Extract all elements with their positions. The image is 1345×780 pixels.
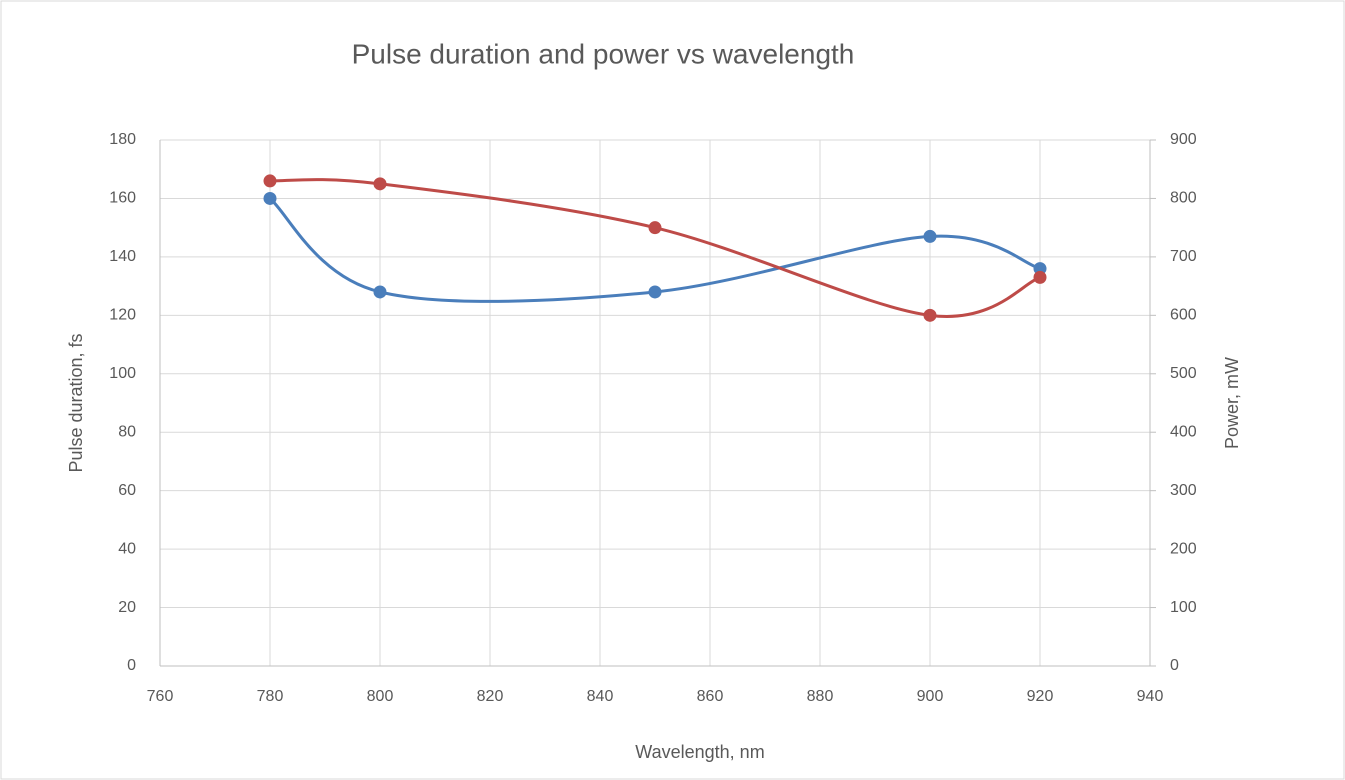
y2-tick-label: 300 (1170, 482, 1197, 499)
y2-tick-label: 100 (1170, 599, 1197, 616)
chart-title: Pulse duration and power vs wavelength (352, 38, 855, 69)
point (923, 308, 937, 322)
y-tick-label: 80 (118, 423, 136, 440)
y2-tick-label: 800 (1170, 190, 1197, 207)
point (373, 177, 387, 191)
y-tick-label: 140 (109, 248, 136, 265)
x-tick-label: 900 (917, 688, 944, 705)
y2-tick-label: 0 (1170, 657, 1179, 674)
y-tick-label: 40 (118, 540, 136, 557)
y-tick-label: 120 (109, 307, 136, 324)
x-tick-label: 860 (697, 688, 724, 705)
y-tick-label: 180 (109, 131, 136, 148)
point (263, 174, 277, 188)
y2-axis-label: Power, mW (1222, 357, 1242, 449)
point (1033, 270, 1047, 284)
y2-tick-label: 700 (1170, 248, 1197, 265)
y-axis-label: Pulse duration, fs (66, 333, 86, 472)
point (923, 229, 937, 243)
x-tick-label: 920 (1027, 688, 1054, 705)
point (263, 191, 277, 205)
y-tick-label: 100 (109, 365, 136, 382)
y2-tick-label: 200 (1170, 540, 1197, 557)
y-tick-label: 20 (118, 599, 136, 616)
x-axis-label: Wavelength, nm (635, 742, 764, 762)
x-tick-label: 940 (1137, 688, 1164, 705)
y2-tick-label: 400 (1170, 423, 1197, 440)
x-tick-label: 880 (807, 688, 834, 705)
point (648, 285, 662, 299)
x-tick-label: 780 (257, 688, 284, 705)
y2-tick-label: 900 (1170, 131, 1197, 148)
x-tick-label: 760 (147, 688, 174, 705)
x-tick-label: 800 (367, 688, 394, 705)
y-tick-label: 160 (109, 190, 136, 207)
y2-tick-label: 600 (1170, 307, 1197, 324)
x-tick-label: 820 (477, 688, 504, 705)
point (373, 285, 387, 299)
point (648, 221, 662, 235)
y-tick-label: 0 (127, 657, 136, 674)
y2-tick-label: 500 (1170, 365, 1197, 382)
y-tick-label: 60 (118, 482, 136, 499)
x-tick-label: 840 (587, 688, 614, 705)
